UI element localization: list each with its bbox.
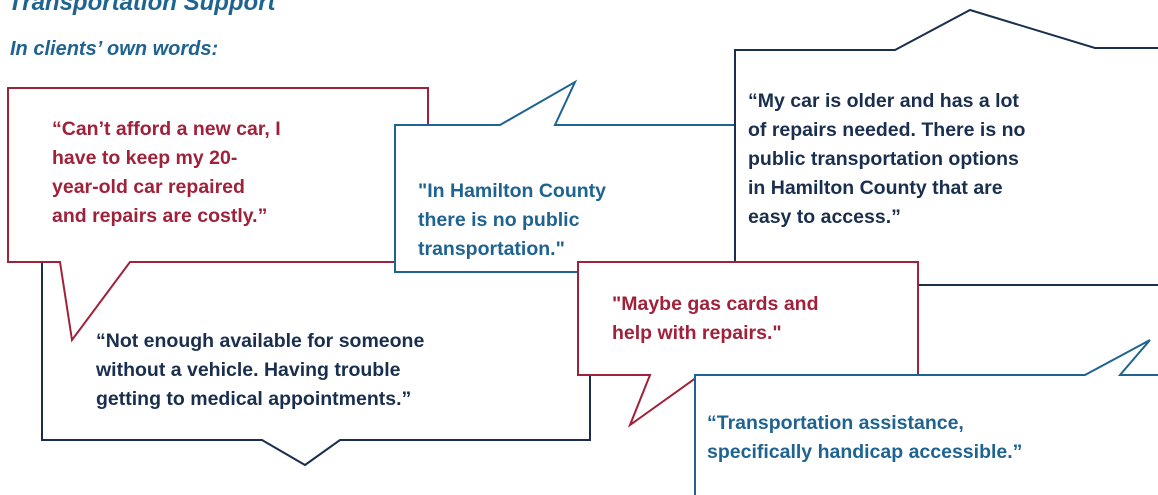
quote-line: year-old car repaired — [52, 176, 245, 198]
bubble — [394, 79, 746, 273]
quote-line: public transportation options — [748, 148, 1019, 170]
quote-line: there is no public — [418, 209, 580, 231]
quote-line: of repairs needed. There is no — [748, 119, 1025, 141]
quote-line: easy to access.” — [748, 206, 901, 228]
bubble — [577, 261, 919, 428]
subtitle: In clients’ own words: — [10, 38, 218, 60]
quote-line: "In Hamilton County — [418, 180, 606, 202]
quote-line: and repairs are costly.” — [52, 205, 267, 227]
quote-line: "Maybe gas cards and — [612, 293, 819, 315]
quote-line: transportation." — [418, 238, 565, 260]
quote-line: “My car is older and has a lot — [748, 90, 1019, 112]
quote-line: “Transportation assistance, — [707, 412, 964, 434]
quote-line: help with repairs." — [612, 322, 782, 344]
quote-line: specifically handicap accessible.” — [707, 441, 1022, 463]
bubble — [7, 87, 429, 343]
quote-line: “Not enough available for someone — [96, 330, 424, 352]
bubble — [694, 339, 1158, 495]
title: Transportation Support — [8, 0, 277, 16]
quote-line: in Hamilton County that are — [748, 177, 1003, 199]
quote-line: have to keep my 20- — [52, 147, 237, 169]
quote-line: “Can’t afford a new car, I — [52, 118, 281, 140]
quote-line: getting to medical appointments.” — [96, 388, 411, 410]
quote-line: without a vehicle. Having trouble — [95, 359, 401, 381]
